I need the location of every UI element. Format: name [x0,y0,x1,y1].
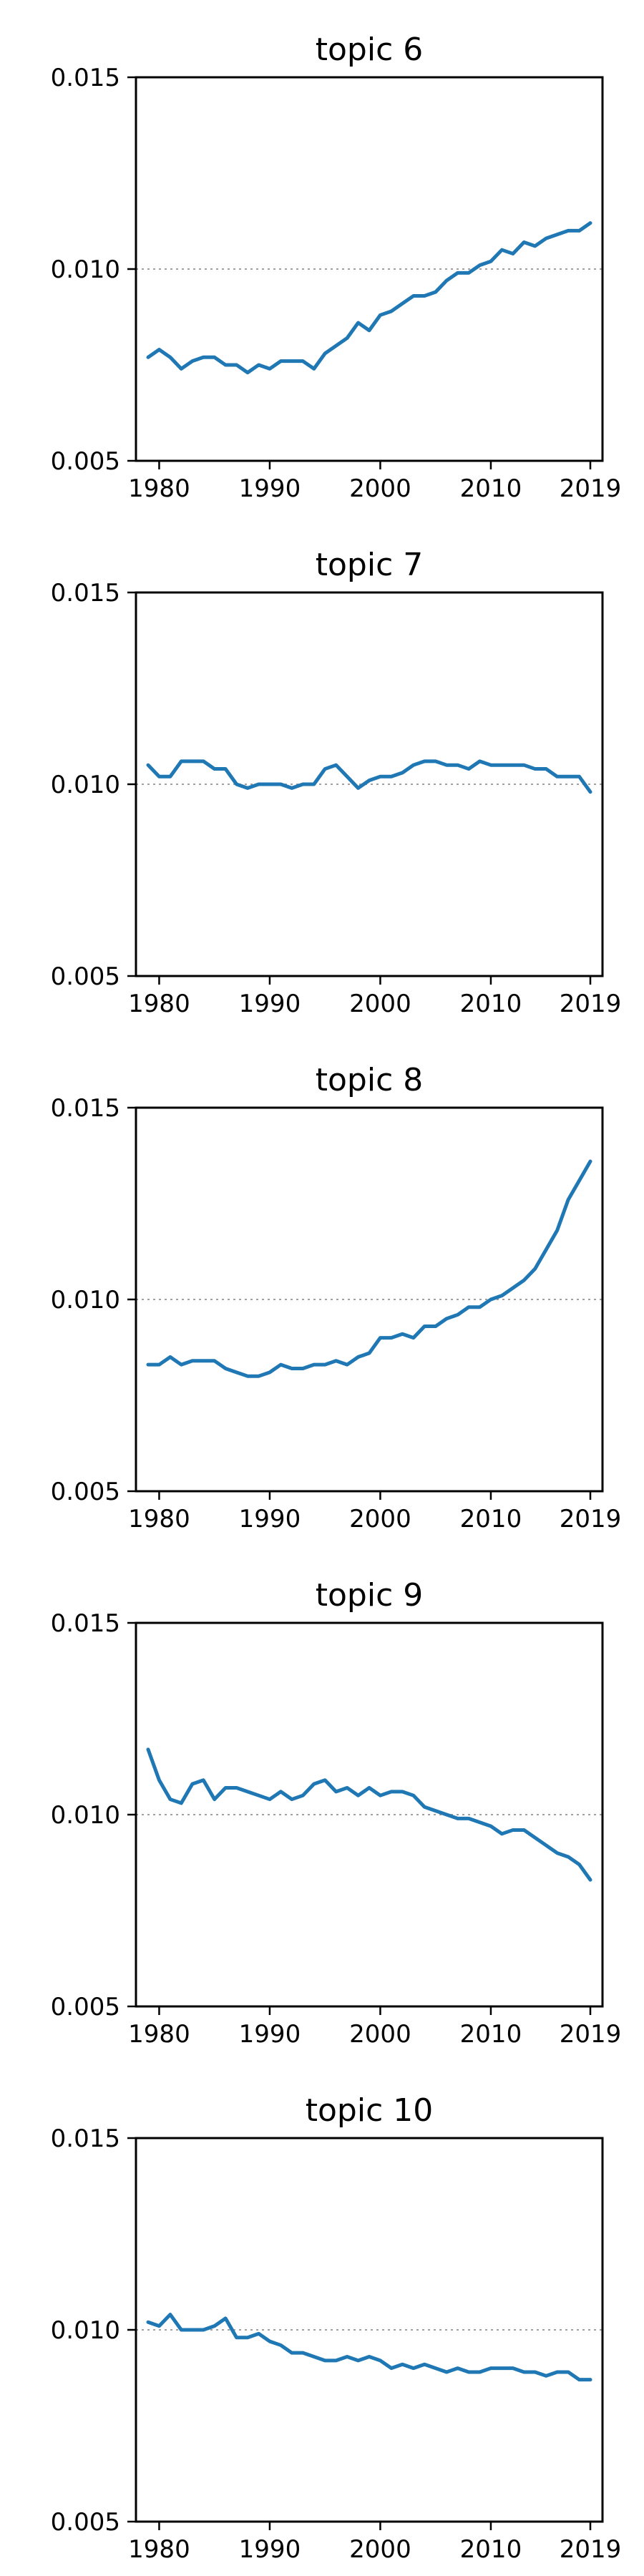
y-tick-label: 0.015 [51,579,120,608]
y-tick-label: 0.010 [51,255,120,284]
y-tick-label: 0.005 [51,447,120,476]
y-tick-label: 0.005 [51,1993,120,2021]
x-tick-label: 1990 [239,2535,301,2564]
x-tick-label: 2010 [460,2020,522,2049]
y-tick-label: 0.005 [51,2508,120,2537]
x-tick-label: 1980 [128,474,190,503]
y-tick-label: 0.015 [51,1094,120,1123]
x-tick-label: 2010 [460,1505,522,1533]
y-tick-label: 0.010 [51,771,120,799]
series-line [146,2313,592,2382]
x-tick-label: 1990 [239,474,301,503]
y-tick-label: 0.010 [51,1286,120,1314]
chart-title: topic 9 [316,1577,424,1614]
chart-panel-5: topic 10 0.005 0.010 0.015 1980 1990 2000 2010 2… [51,2092,622,2564]
x-tick-label: 2019 [560,2020,622,2049]
x-tick-label: 2019 [560,2535,622,2564]
x-tick-label: 1980 [128,2535,190,2564]
x-tick-label: 1980 [128,990,190,1018]
x-tick-label: 2010 [460,474,522,503]
y-tick-label: 0.015 [51,1609,120,1638]
series-line [146,759,592,794]
chart-title: topic 7 [316,547,424,583]
series-line [146,221,592,375]
chart-panel-1: topic 6 0.005 0.010 0.015 1980 1990 2000 2010 20… [51,31,622,503]
y-tick-label: 0.015 [51,64,120,92]
x-tick-label: 2010 [460,2535,522,2564]
x-tick-label: 1990 [239,1505,301,1533]
x-tick-label: 2010 [460,990,522,1018]
y-tick-label: 0.015 [51,2124,120,2153]
x-tick-label: 2000 [349,474,411,503]
x-tick-label: 2000 [349,990,411,1018]
y-tick-label: 0.005 [51,1478,120,1506]
x-tick-label: 2000 [349,2535,411,2564]
x-tick-label: 2000 [349,1505,411,1533]
chart-panel-4: topic 9 0.005 0.010 0.015 1980 1990 2000 2010 20… [51,1577,622,2049]
series-line [146,1747,592,1882]
x-tick-label: 2019 [560,474,622,503]
chart-title: topic 8 [316,1062,424,1098]
chart-title: topic 6 [316,31,424,68]
x-tick-label: 2019 [560,1505,622,1533]
x-tick-label: 1980 [128,2020,190,2049]
series-line [146,1159,592,1378]
x-tick-label: 1990 [239,2020,301,2049]
x-tick-label: 1980 [128,1505,190,1533]
x-tick-label: 1990 [239,990,301,1018]
y-tick-label: 0.010 [51,1801,120,1830]
x-tick-label: 2019 [560,990,622,1018]
chart-panel-2: topic 7 0.005 0.010 0.015 1980 1990 2000 2010 20… [51,547,622,1018]
chart-title: topic 10 [306,2092,434,2129]
y-tick-label: 0.005 [51,962,120,991]
chart-panel-3: topic 8 0.005 0.010 0.015 1980 1990 2000 2010 20… [51,1062,622,1533]
y-tick-label: 0.010 [51,2316,120,2345]
x-tick-label: 2000 [349,2020,411,2049]
